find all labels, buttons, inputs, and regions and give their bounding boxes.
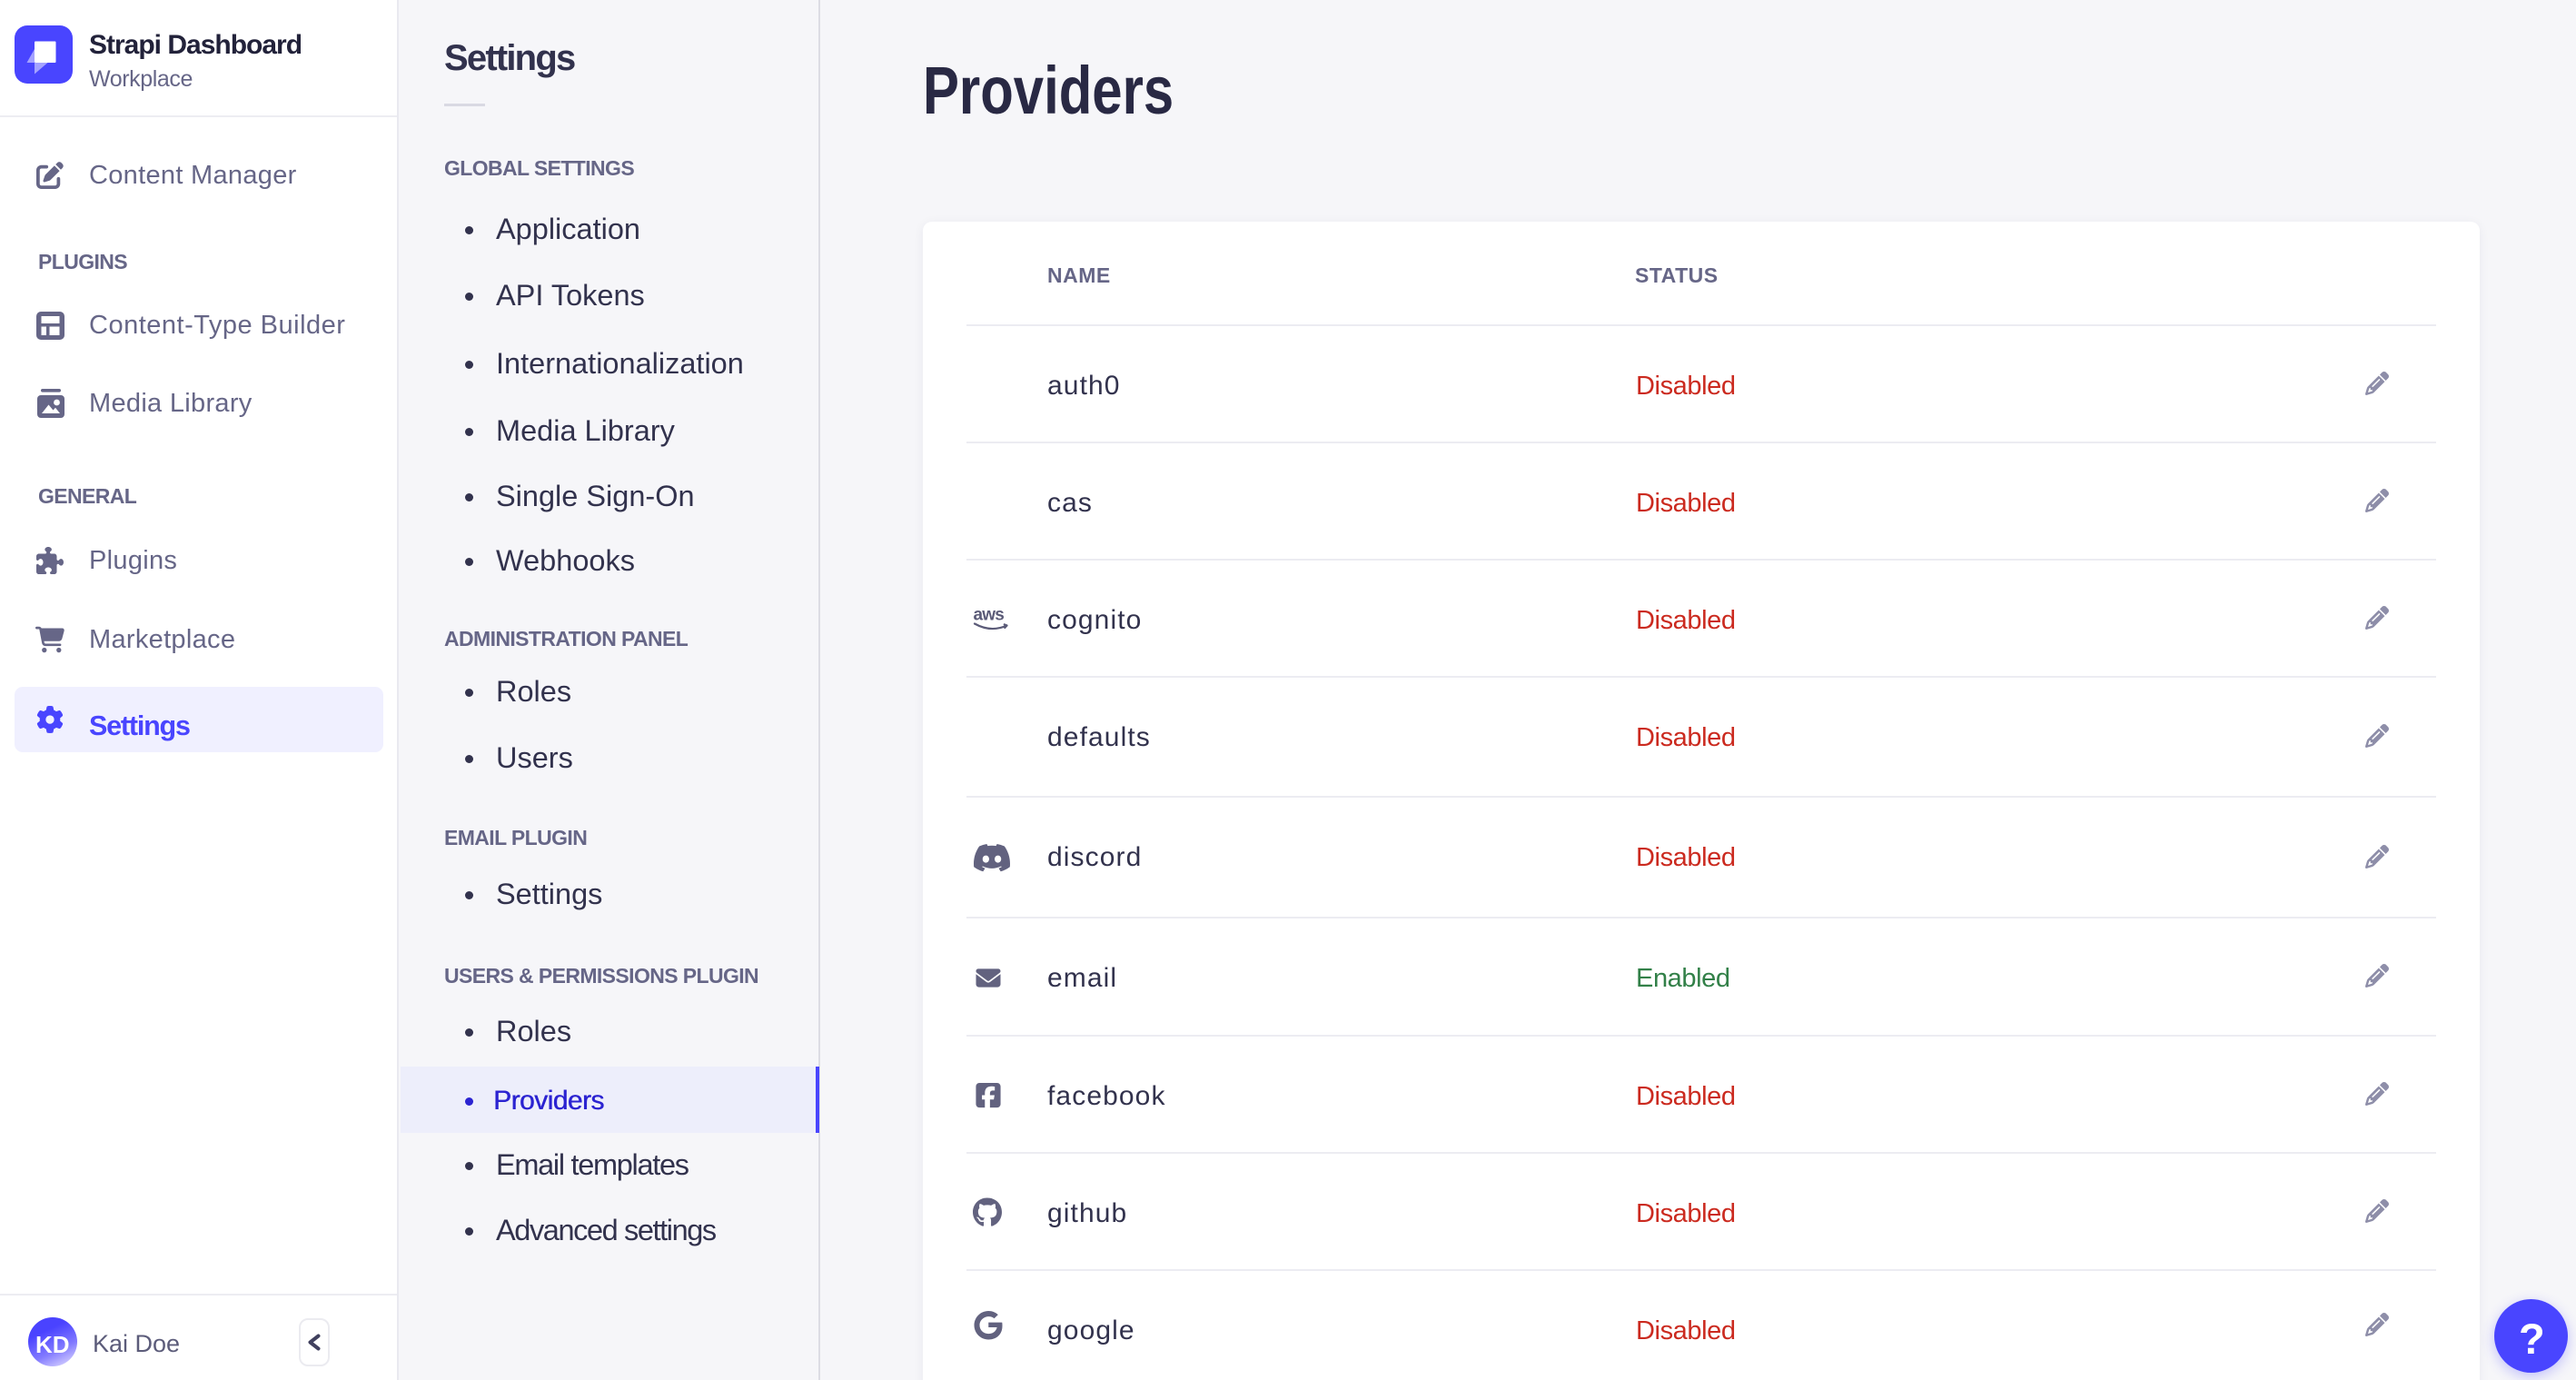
svg-text:aws: aws [974,606,1005,625]
